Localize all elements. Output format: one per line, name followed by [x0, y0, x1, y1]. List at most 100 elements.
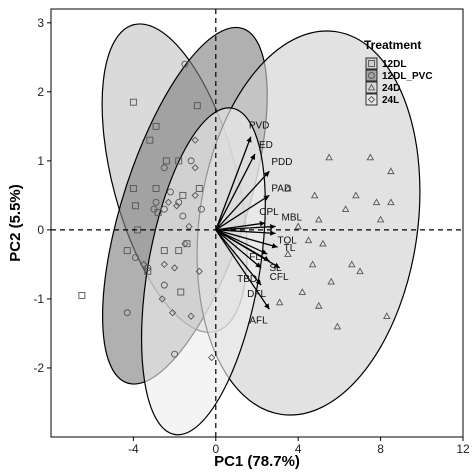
- point-24d: [372, 198, 381, 206]
- point-24d: [275, 298, 284, 306]
- y-tick-label: 0: [37, 223, 44, 237]
- loading-arrowhead-cpl: [259, 221, 266, 227]
- x-tick-label: 0: [212, 442, 219, 456]
- point-24l: [173, 202, 181, 210]
- point-24d: [333, 322, 342, 330]
- point-12dl-pvc: [187, 157, 195, 165]
- point-12dl-pvc: [123, 309, 131, 317]
- point-24d: [327, 277, 335, 285]
- point-24l: [181, 240, 189, 248]
- point-24d: [319, 239, 327, 247]
- loading-arrow-cpl: [215, 222, 266, 231]
- legend-key-24d: [365, 81, 378, 94]
- x-tick-label: 12: [456, 442, 470, 456]
- point-12dl: [183, 240, 191, 248]
- point-12dl-pvc: [144, 264, 152, 272]
- y-axis-ticks: -2 -1 0 1 2 3: [33, 16, 51, 375]
- point-12dl: [132, 202, 139, 210]
- point-24l: [170, 264, 179, 272]
- loading-arrowhead-ed: [250, 153, 255, 160]
- loading-arrow-ed: [215, 153, 256, 231]
- loading-arrow-tol: [215, 229, 276, 235]
- y-axis-title: PC2 (5.5%): [7, 184, 24, 262]
- point-12dl-pvc: [179, 212, 187, 220]
- legend-symbol-12dl-pvc: [368, 72, 375, 79]
- point-24l: [191, 191, 199, 200]
- point-12dl: [152, 185, 160, 192]
- score-points: [78, 60, 395, 362]
- point-24d: [308, 260, 317, 268]
- point-12dl: [146, 136, 154, 144]
- point-24d: [298, 288, 307, 295]
- loading-label-mbl: MBL: [282, 212, 303, 223]
- point-12dl-pvc: [152, 198, 160, 206]
- loading-arrowhead-fl: [261, 249, 268, 255]
- point-12dl-pvc: [160, 164, 168, 172]
- y-tick-label: 2: [37, 85, 44, 99]
- legend-symbol-24d: [367, 83, 376, 91]
- x-tick-label: 4: [295, 442, 302, 456]
- point-24l: [164, 198, 173, 206]
- point-24d: [310, 191, 319, 199]
- point-24l: [195, 267, 203, 275]
- loading-arrowhead-tl: [271, 243, 278, 249]
- loading-arrowhead-cfl: [273, 262, 280, 268]
- loading-label-tl: TL: [284, 243, 296, 254]
- loading-label-tol: TOL: [278, 235, 298, 246]
- loading-arrowhead-mbl: [270, 224, 276, 230]
- point-24d: [387, 167, 395, 175]
- point-12dl: [175, 247, 183, 255]
- point-12dl: [160, 247, 168, 255]
- point-24d: [356, 267, 364, 275]
- loading-label-cfl: CFL: [270, 272, 289, 283]
- y-tick-label: 3: [37, 16, 44, 30]
- point-12dl-pvc: [160, 281, 168, 289]
- x-tick-label: -4: [128, 442, 139, 456]
- loading-arrowhead-pdd: [263, 171, 270, 178]
- point-24l: [191, 164, 199, 172]
- loading-arrowhead-tol: [270, 230, 276, 236]
- point-24l: [187, 312, 195, 320]
- y-tick-label: 1: [37, 154, 44, 168]
- point-12dl: [175, 157, 183, 165]
- legend-symbol-24l: [367, 95, 376, 104]
- point-12dl: [179, 191, 187, 199]
- point-12dl: [193, 102, 201, 110]
- loading-label-sl: SL: [269, 263, 282, 274]
- legend-key-12dl: [365, 57, 378, 70]
- point-12dl-pvc: [181, 60, 189, 68]
- point-24d: [387, 198, 395, 206]
- y-tick-label: -1: [33, 292, 44, 306]
- point-12dl-pvc: [150, 205, 158, 213]
- point-24l: [158, 295, 166, 303]
- loading-arrow-pad: [215, 194, 270, 231]
- x-axis-title: PC1 (78.7%): [214, 453, 300, 470]
- point-24l: [191, 136, 199, 144]
- point-24d: [341, 205, 350, 213]
- point-24d: [376, 215, 385, 223]
- point-12dl: [123, 247, 131, 255]
- loading-arrowhead-tbd: [255, 262, 262, 268]
- point-12dl: [195, 185, 203, 192]
- point-24d: [294, 222, 302, 230]
- point-24d: [315, 301, 323, 309]
- point-24d: [284, 184, 292, 192]
- loading-arrowhead-pad: [263, 195, 270, 201]
- loading-arrow-fl: [215, 229, 268, 255]
- loading-arrows: [215, 136, 280, 310]
- point-12dl: [177, 288, 185, 296]
- plot-panel-border: [50, 8, 464, 438]
- loading-arrowhead-dfl: [255, 279, 262, 286]
- point-24l: [140, 260, 148, 269]
- legend-label-12dl: 12DL: [382, 59, 406, 70]
- point-12dl: [152, 122, 160, 130]
- point-24l: [160, 260, 168, 269]
- legend-title: Treatment: [364, 38, 421, 52]
- loading-label-cpl: CPL: [259, 207, 279, 218]
- point-12dl: [144, 267, 152, 275]
- y-tick-label: -2: [33, 361, 44, 375]
- point-24l: [168, 309, 177, 317]
- loading-arrowhead-pvd: [246, 136, 252, 143]
